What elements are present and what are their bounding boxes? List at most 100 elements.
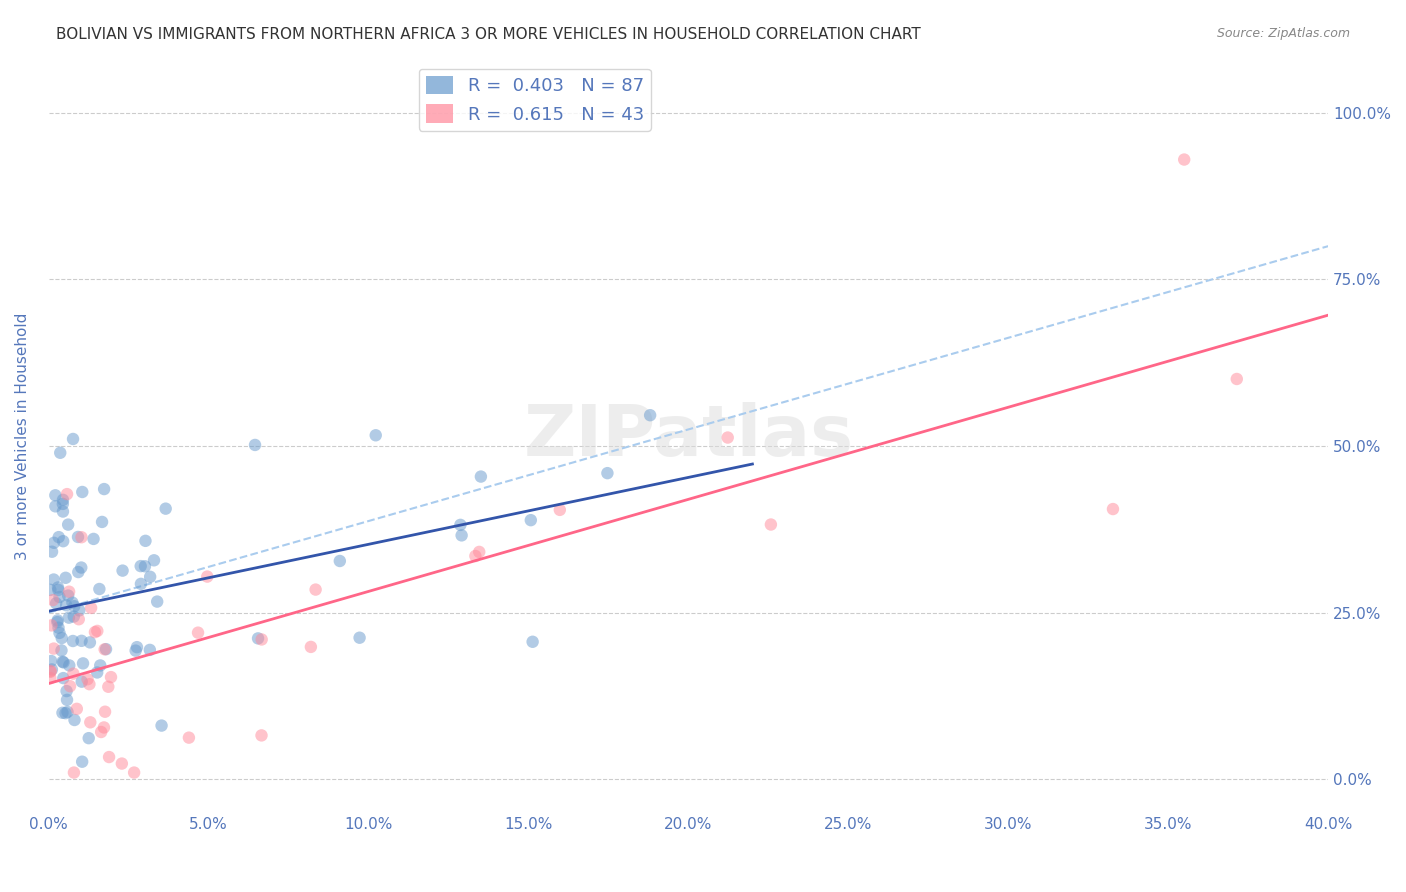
Point (55, 684, 77, 698)
Point (759, 517, 782, 532)
Point (79, 677, 101, 691)
Point (46, 582, 69, 597)
Point (48, 626, 70, 640)
Point (72, 485, 94, 500)
Point (94, 642, 117, 657)
Point (56, 517, 79, 532)
Point (1226, 372, 1249, 386)
Point (55, 571, 77, 585)
Point (41, 618, 63, 632)
Point (48, 590, 70, 604)
Point (638, 408, 661, 422)
Point (62, 634, 84, 648)
Point (62, 432, 84, 446)
Point (76, 672, 98, 686)
Point (52, 534, 75, 549)
Point (51, 655, 73, 669)
Point (55, 706, 77, 720)
Point (56, 487, 79, 501)
Point (42, 593, 65, 607)
Point (63, 713, 86, 727)
Point (67, 603, 90, 617)
Point (134, 559, 156, 574)
Point (146, 594, 169, 608)
Point (79, 715, 101, 730)
Point (1173, 153, 1195, 167)
Point (93, 721, 115, 735)
Point (58, 584, 80, 599)
Point (39, 665, 62, 679)
Point (143, 553, 166, 567)
Point (468, 545, 491, 559)
Point (56, 705, 79, 719)
Point (41, 545, 63, 559)
Point (93, 642, 115, 657)
Point (139, 570, 162, 584)
Point (42, 536, 65, 550)
Point (49, 446, 72, 460)
Point (70, 530, 93, 544)
Point (44, 500, 66, 514)
Point (596, 466, 619, 480)
Point (89, 658, 111, 673)
Point (66, 530, 89, 544)
Point (70, 755, 93, 769)
Point (83, 532, 105, 546)
Point (52, 497, 75, 511)
Point (548, 503, 571, 517)
Point (125, 640, 148, 655)
Point (70, 560, 93, 574)
Y-axis label: 3 or more Vehicles in Household: 3 or more Vehicles in Household (15, 312, 30, 560)
Point (124, 643, 146, 657)
Point (150, 718, 173, 732)
Point (155, 501, 177, 516)
Point (111, 564, 134, 578)
Point (42, 573, 65, 587)
Point (111, 756, 134, 771)
Point (247, 632, 270, 646)
Point (84, 625, 107, 640)
Point (48, 621, 70, 635)
Point (67, 612, 90, 626)
Point (58, 658, 80, 673)
Point (449, 517, 471, 532)
Point (139, 643, 162, 657)
Point (52, 656, 75, 670)
Point (89, 582, 111, 596)
Point (520, 513, 543, 527)
Point (62, 609, 84, 624)
Point (93, 482, 115, 496)
Point (63, 599, 86, 614)
Point (90, 725, 112, 739)
Point (129, 577, 152, 591)
Point (56, 693, 79, 707)
Point (52, 492, 75, 507)
Point (79, 635, 101, 649)
Point (70, 633, 93, 648)
Point (77, 731, 100, 746)
Point (522, 634, 544, 648)
Point (243, 438, 266, 452)
Legend: R =  0.403   N = 87, R =  0.615   N = 43: R = 0.403 N = 87, R = 0.615 N = 43 (419, 69, 651, 131)
Point (55, 598, 77, 612)
Point (51, 631, 73, 645)
Point (122, 765, 145, 780)
Point (349, 631, 371, 645)
Point (86, 665, 108, 680)
Point (299, 640, 322, 654)
Point (67, 565, 90, 579)
Point (304, 582, 326, 597)
Point (129, 559, 152, 574)
Text: Source: ZipAtlas.com: Source: ZipAtlas.com (1216, 27, 1350, 40)
Point (63, 765, 86, 780)
Point (1102, 502, 1125, 516)
Point (51, 706, 73, 720)
Point (470, 469, 492, 483)
Point (39, 671, 62, 685)
Point (45, 596, 67, 610)
Point (86, 624, 108, 638)
Point (52, 504, 75, 518)
Point (94, 705, 117, 719)
Point (91, 515, 114, 529)
Point (195, 569, 218, 583)
